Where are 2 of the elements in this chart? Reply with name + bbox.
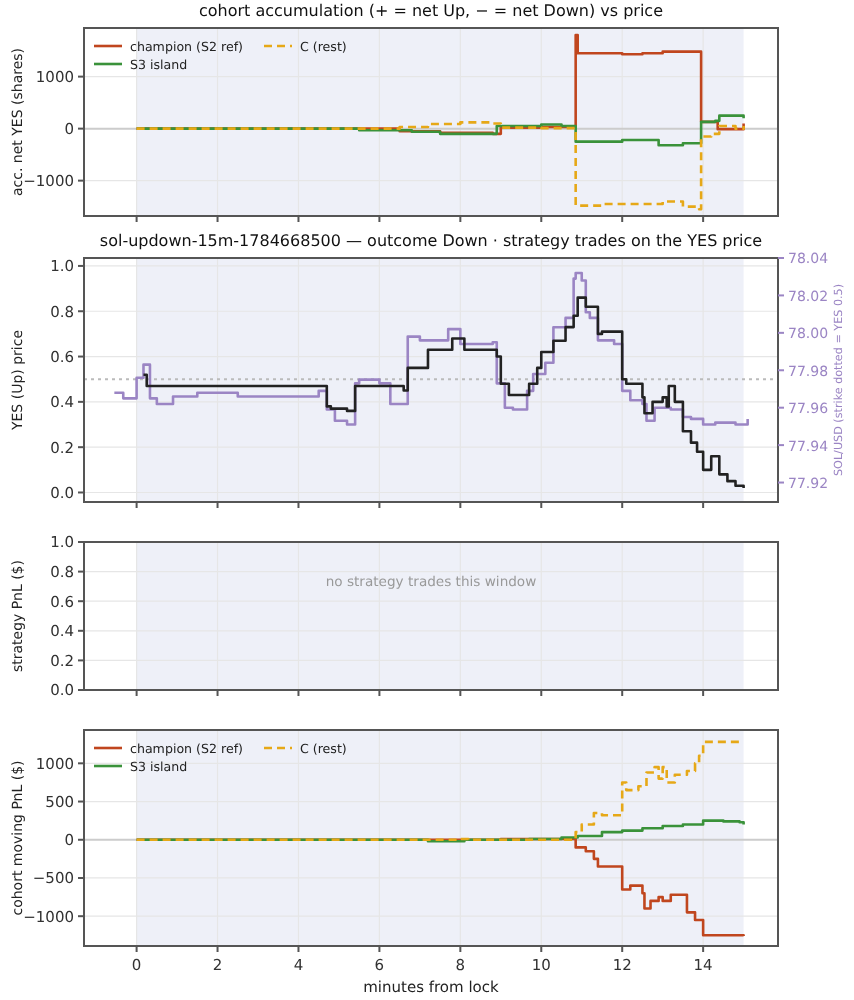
chart-title: cohort accumulation (+ = net Up, − = net Down) vs price (198, 2, 664, 20)
chart-title: sol-updown-15m-1784668500 — outcome Down · strategy trades on the YES price (99, 232, 763, 250)
